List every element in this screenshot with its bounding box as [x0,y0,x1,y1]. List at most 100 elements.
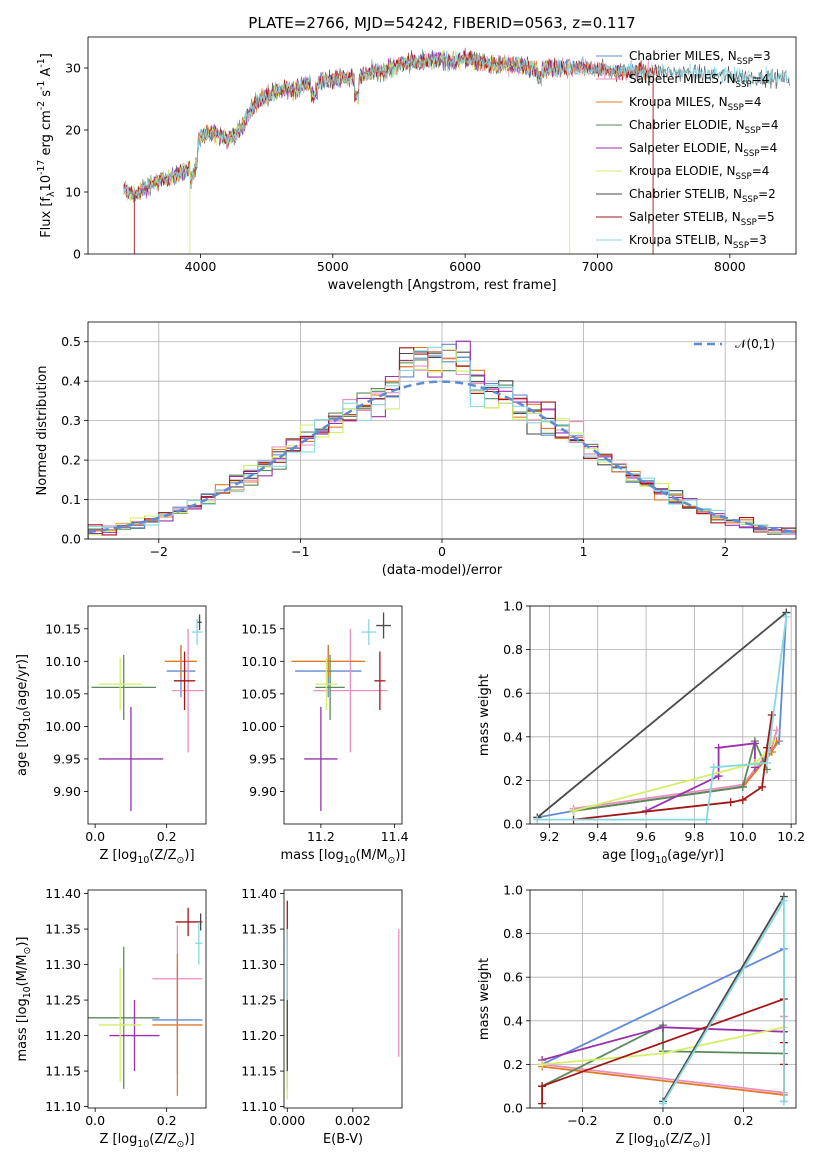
y-axis-label: mass weight [477,674,492,756]
y-tick-label: 9.95 [53,751,81,766]
y-axis-label: age [log10(age/yr)] [15,654,33,776]
legend-label: Chabrier ELODIE, NSSP=4 [629,118,778,136]
error-bar-point [315,654,345,720]
x-tick-label: −0.2 [567,1113,597,1128]
y-tick-label: 11.25 [241,993,277,1008]
age_vs_mass-axes: 11.2 11.4 9.90 9.95 10.00 10.05 10.10 10.15 mass… [241,605,409,866]
y-axis-label: Normed distribution [35,366,50,496]
x-tick-label: 11.2 [307,829,335,844]
error-bar-point [313,628,388,753]
legend-label: Kroupa ELODIE, NSSP=4 [629,164,769,182]
x-tick-label: 10.2 [777,829,805,844]
error-bar-point [152,953,203,1096]
x-tick-label: 0.002 [335,1113,371,1128]
mass-weight-marker [533,815,542,824]
x-tick-label: 6000 [449,259,481,274]
y-tick-label: 0 [73,247,81,262]
weight_vs_Z-plot [538,892,788,1108]
y-tick-label: 11.35 [241,922,277,937]
y-axis-label: Flux [fλ10-17 erg cm-2 s-1 A-1] [36,53,57,238]
x-tick-label: 1 [580,544,588,559]
age_vs_Z-frame [87,605,207,825]
mass_vs_Z-frame [87,889,207,1109]
y-tick-label: 10.05 [241,686,277,701]
error-bar-point [304,706,338,811]
x-axis-label: Z [log10(Z/Z⊙)] [615,1132,710,1150]
spectrum-line [123,50,790,201]
y-tick-label: 0.2 [61,453,81,468]
x-tick-label: 0.0 [653,1113,673,1128]
error-bar-point [98,968,142,1082]
mass-weight-marker [779,896,788,905]
x-tick-label: −2 [150,544,168,559]
y-tick-label: 11.10 [45,1099,81,1114]
x-axis-label: E(B-V) [323,1132,363,1147]
age_vs_mass-frame [283,605,403,825]
x-tick-label: 11.4 [381,829,409,844]
y-tick-label: 11.30 [45,957,81,972]
mass-weight-marker [762,758,771,767]
y-tick-label: 0.0 [503,817,523,832]
mass-weight-marker [659,1049,667,1058]
weight_vs_Z-frame [529,889,797,1109]
y-tick-label: 0.6 [503,970,523,985]
error-bar-point [88,946,160,1089]
residuals-frame [87,321,797,540]
chart-title: PLATE=2766, MJD=54242, FIBERID=0563, z=0… [248,14,635,32]
y-tick-label: 10 [65,185,81,200]
x-tick-label: 9.2 [539,829,559,844]
weight_vs_Z-axes: −0.2 0.0 0.2 0.0 0.2 0.4 0.6 0.8 1.0 Z [log10(Z/Z… [477,883,797,1150]
y-tick-label: 0.1 [61,492,81,507]
y-tick-label: 0.2 [503,1057,523,1072]
weight_vs_age-frame [529,605,797,825]
mass-weight-line [536,611,787,819]
y-tick-label: 10.05 [45,686,81,701]
y-tick-label: 10.00 [241,719,277,734]
y-tick-label: 0.4 [503,729,523,744]
normal-curve [88,380,796,534]
error-bar-point [191,619,203,646]
weight_vs_age-panel: 9.2 9.4 9.6 9.8 10.0 10.2 0.0 0.2 0.4 0.6 0.8 1.0 ag… [477,599,805,867]
y-tick-label: 0.8 [503,926,523,941]
error-bar-point [376,612,391,639]
x-axis-label: age [log10(age/yr)] [602,848,724,866]
age_vs_Z-panel: 0.0 0.2 9.90 9.95 10.00 10.05 10.10 10.15 Z [log… [15,605,207,866]
mass_vs_Z-plot [88,907,203,1096]
x-tick-label: 0.0 [85,829,105,844]
legend-label: Kroupa MILES, NSSP=4 [629,95,762,113]
y-tick-label: 9.95 [249,751,277,766]
y-tick-label: 11.15 [45,1064,81,1079]
y-tick-label: 0.4 [503,1013,523,1028]
mass-weight-marker [702,815,711,824]
error-bar-point [91,654,156,720]
y-tick-label: 0.4 [61,374,81,389]
mass-weight-marker [538,1099,547,1108]
mass_vs_ebv-axes: 0.000 0.002 11.10 11.15 11.20 11.25 11.30 11.35… [241,886,403,1147]
error-bar-point [315,658,338,711]
x-tick-label: 9.8 [684,829,704,844]
y-tick-label: 0.5 [61,334,81,349]
weight_vs_age-axes: 9.2 9.4 9.6 9.8 10.0 10.2 0.0 0.2 0.4 0.6 0.8 1.0 ag… [477,599,805,867]
spectrum-line [123,49,572,200]
x-axis-label: (data-model)/error [382,563,503,578]
y-tick-label: 1.0 [503,883,523,898]
x-tick-label: −1 [291,544,309,559]
legend-label: Salpeter MILES, NSSP=4 [629,72,769,90]
x-tick-label: 0.000 [269,1113,305,1128]
x-tick-label: 0.2 [157,829,177,844]
x-tick-label: 10.0 [729,829,757,844]
y-tick-label: 0.2 [503,773,523,788]
residuals-axes: −2 −1 0 1 2 0.0 0.1 0.2 0.3 0.4 0.5 (data-model)/er… [35,321,797,578]
y-tick-label: 0.8 [503,642,523,657]
x-tick-label: 0.2 [734,1113,754,1128]
y-tick-label: 1.0 [503,599,523,614]
x-tick-label: 0.2 [157,1113,177,1128]
x-axis-label: wavelength [Angstrom, rest frame] [328,278,557,293]
y-tick-label: 11.10 [241,1099,277,1114]
error-bar-point [109,1000,160,1072]
age_vs_mass-plot [291,612,391,811]
y-tick-label: 11.20 [45,1028,81,1043]
y-tick-label: 10.15 [241,621,277,636]
mass-weight-marker [709,763,718,772]
error-bar-point [98,706,164,811]
